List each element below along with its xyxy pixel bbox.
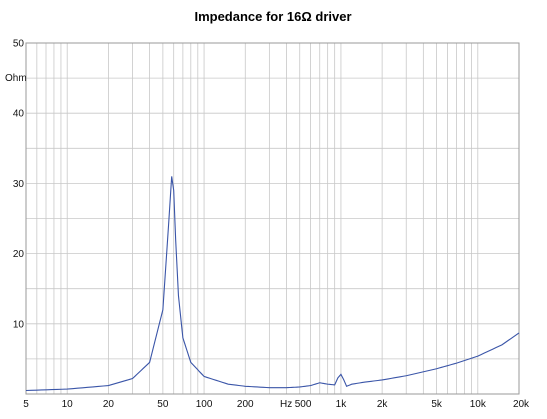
y-tick-label: 10 [13,319,25,330]
x-ticks: 5 10 20 50 100 200 500 1k 2k 5k 10k 20k [23,399,530,410]
y-tick-label: 50 [13,39,25,50]
x-tick-label: 500 [295,399,312,410]
x-tick-label: 5 [23,399,29,410]
x-tick-label: 200 [237,399,254,410]
x-tick-label: 20 [103,399,115,410]
y-axis-label: Ohm [5,73,27,84]
chart-title: Impedance for 16Ω driver [194,9,351,24]
y-tick-label: 40 [13,109,25,120]
x-tick-label: 5k [431,399,443,410]
x-tick-label: 10 [62,399,74,410]
y-tick-label: 30 [13,179,25,190]
x-tick-label: 2k [377,399,389,410]
x-tick-label: 1k [336,399,348,410]
x-tick-label: 50 [157,399,169,410]
x-tick-label: 100 [196,399,213,410]
y-ticks: 10 20 30 40 50 [13,39,25,331]
x-tick-label: 20k [513,399,530,410]
impedance-curve [25,176,520,392]
grid [26,43,519,394]
y-tick-label: 20 [13,249,25,260]
x-tick-label: 10k [470,399,487,410]
x-axis-label: Hz [280,399,292,410]
plot-frame [25,42,520,395]
